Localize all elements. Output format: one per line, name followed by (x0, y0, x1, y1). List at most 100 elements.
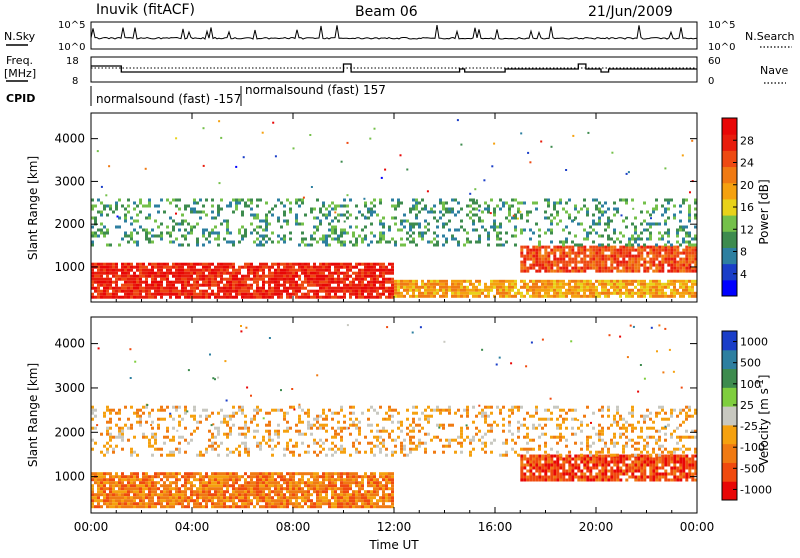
echo-cell (337, 266, 340, 269)
echo-cell (556, 289, 559, 292)
echo-cell (652, 295, 655, 298)
echo-cell (538, 244, 541, 247)
echo-cell (634, 261, 637, 264)
echo-cell (343, 284, 346, 287)
echo-cell (646, 252, 649, 255)
echo-cell (442, 214, 445, 217)
echo-cell (640, 264, 643, 267)
echo-cell (142, 263, 145, 266)
echo-cell (208, 475, 211, 478)
echo-cell (106, 293, 109, 296)
scatter-point (344, 221, 346, 223)
echo-cell (658, 473, 661, 476)
echo-cell (304, 244, 307, 247)
echo-cell (256, 496, 259, 499)
echo-cell (148, 484, 151, 487)
echo-cell (304, 499, 307, 502)
echo-cell (271, 293, 274, 296)
echo-cell (457, 244, 460, 247)
echo-cell (274, 478, 277, 481)
echo-cell (358, 475, 361, 478)
echo-cell (577, 479, 580, 482)
echo-cell (247, 493, 250, 496)
echo-cell (553, 264, 556, 267)
echo-cell (532, 464, 535, 467)
power-y-axis-label: Slant Range [km] (26, 156, 40, 260)
echo-cell (550, 229, 553, 232)
echo-cell (658, 255, 661, 258)
echo-cell (241, 278, 244, 281)
echo-cell (211, 472, 214, 475)
echo-cell (673, 252, 676, 255)
echo-cell (241, 499, 244, 502)
echo-cell (355, 217, 358, 220)
echo-cell (619, 264, 622, 267)
echo-cell (283, 263, 286, 266)
echo-cell (274, 275, 277, 278)
echo-cell (433, 283, 436, 286)
echo-cell (307, 409, 310, 412)
echo-cell (685, 261, 688, 264)
echo-cell (343, 275, 346, 278)
echo-cell (586, 455, 589, 458)
echo-cell (523, 270, 526, 273)
echo-cell (652, 211, 655, 214)
echo-cell (103, 281, 106, 284)
echo-cell (598, 217, 601, 220)
echo-cell (349, 281, 352, 284)
echo-cell (256, 493, 259, 496)
echo-cell (253, 275, 256, 278)
echo-cell (148, 415, 151, 418)
echo-cell (493, 223, 496, 226)
echo-cell (490, 280, 493, 283)
echo-cell (625, 292, 628, 295)
echo-cell (139, 505, 142, 508)
echo-cell (256, 284, 259, 287)
echo-cell (601, 455, 604, 458)
echo-cell (139, 202, 142, 205)
echo-cell (328, 409, 331, 412)
echo-cell (472, 208, 475, 211)
echo-cell (244, 296, 247, 299)
echo-cell (238, 484, 241, 487)
echo-cell (691, 283, 694, 286)
echo-cell (547, 292, 550, 295)
echo-cell (682, 238, 685, 241)
echo-cell (652, 479, 655, 482)
echo-cell (562, 252, 565, 255)
echo-cell (253, 430, 256, 433)
echo-cell (580, 470, 583, 473)
echo-cell (310, 427, 313, 430)
echo-cell (208, 281, 211, 284)
echo-cell (418, 289, 421, 292)
echo-cell (235, 505, 238, 508)
echo-cell (574, 455, 577, 458)
echo-cell (343, 451, 346, 454)
echo-cell (253, 266, 256, 269)
echo-cell (385, 266, 388, 269)
echo-cell (346, 487, 349, 490)
echo-cell (106, 272, 109, 275)
echo-cell (334, 484, 337, 487)
echo-cell (118, 487, 121, 490)
echo-cell (232, 266, 235, 269)
echo-cell (259, 287, 262, 290)
echo-cell (679, 473, 682, 476)
echo-cell (688, 458, 691, 461)
echo-cell (520, 267, 523, 270)
echo-cell (133, 478, 136, 481)
echo-cell (154, 433, 157, 436)
echo-cell (688, 292, 691, 295)
echo-cell (307, 296, 310, 299)
echo-cell (115, 424, 118, 427)
echo-cell (337, 296, 340, 299)
echo-cell (121, 296, 124, 299)
echo-cell (253, 415, 256, 418)
echo-cell (289, 406, 292, 409)
echo-cell (160, 287, 163, 290)
echo-cell (289, 208, 292, 211)
echo-cell (106, 284, 109, 287)
echo-cell (652, 208, 655, 211)
echo-cell (643, 264, 646, 267)
echo-cell (589, 261, 592, 264)
